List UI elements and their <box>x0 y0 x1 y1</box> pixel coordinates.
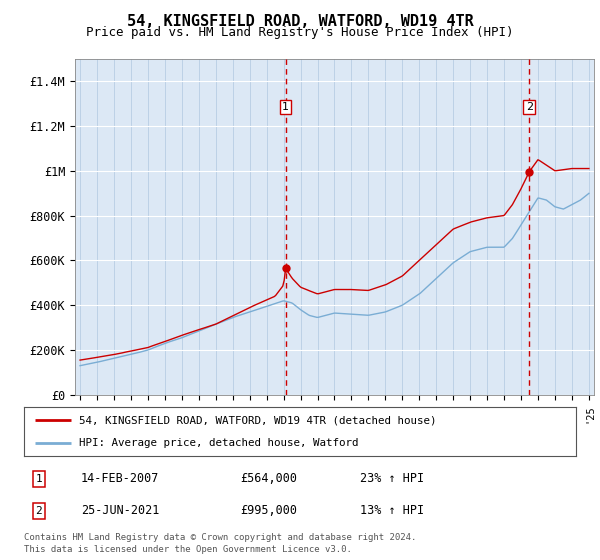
Text: 14-FEB-2007: 14-FEB-2007 <box>81 472 160 486</box>
Text: This data is licensed under the Open Government Licence v3.0.: This data is licensed under the Open Gov… <box>24 545 352 554</box>
Text: 54, KINGSFIELD ROAD, WATFORD, WD19 4TR: 54, KINGSFIELD ROAD, WATFORD, WD19 4TR <box>127 14 473 29</box>
Text: 2: 2 <box>526 102 533 112</box>
Text: HPI: Average price, detached house, Watford: HPI: Average price, detached house, Watf… <box>79 438 359 448</box>
Text: 1: 1 <box>35 474 43 484</box>
Text: 23% ↑ HPI: 23% ↑ HPI <box>360 472 424 486</box>
Text: £564,000: £564,000 <box>240 472 297 486</box>
Text: 2: 2 <box>35 506 43 516</box>
Text: Price paid vs. HM Land Registry's House Price Index (HPI): Price paid vs. HM Land Registry's House … <box>86 26 514 39</box>
Text: 1: 1 <box>282 102 289 112</box>
Text: Contains HM Land Registry data © Crown copyright and database right 2024.: Contains HM Land Registry data © Crown c… <box>24 533 416 542</box>
Text: 54, KINGSFIELD ROAD, WATFORD, WD19 4TR (detached house): 54, KINGSFIELD ROAD, WATFORD, WD19 4TR (… <box>79 416 437 426</box>
Text: 13% ↑ HPI: 13% ↑ HPI <box>360 504 424 517</box>
Text: 25-JUN-2021: 25-JUN-2021 <box>81 504 160 517</box>
Text: £995,000: £995,000 <box>240 504 297 517</box>
